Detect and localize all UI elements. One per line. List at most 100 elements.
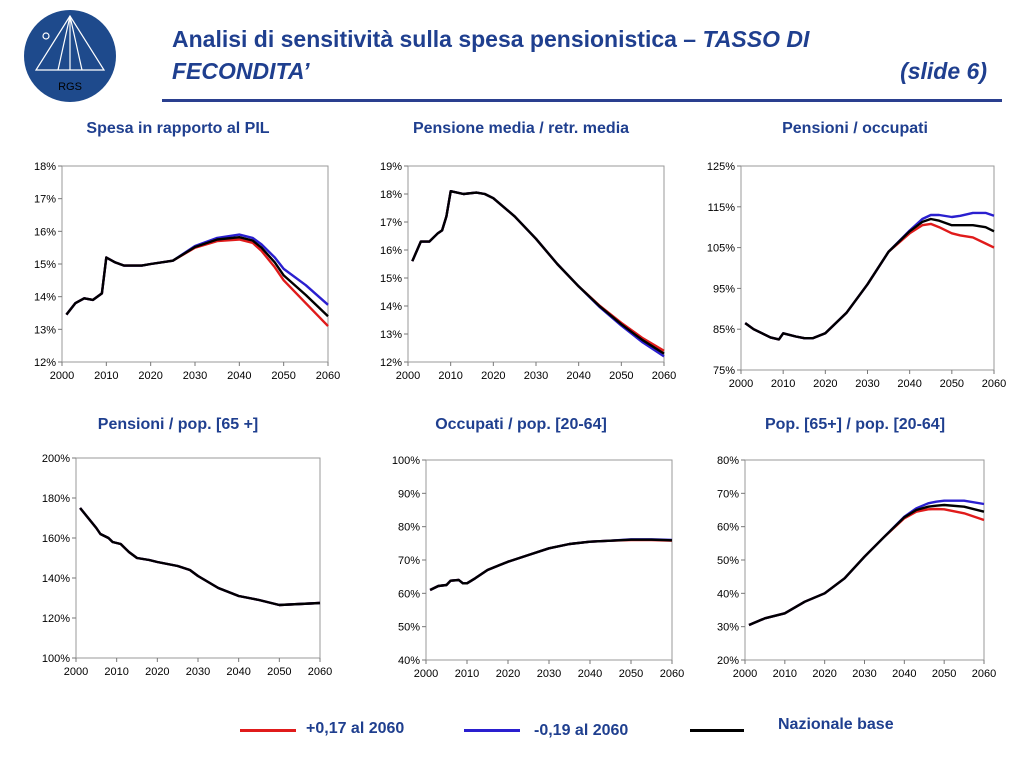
y-tick-label: 80% (398, 522, 420, 534)
chart-spesa-pil: Spesa in rapporto al PIL 12% 13% 14% 15% 16%… (18, 118, 340, 390)
series-line-base (748, 503, 985, 627)
x-tick-label: 2030 (855, 378, 879, 390)
plot-frame (425, 459, 673, 661)
legend-swatch-high (240, 729, 296, 732)
x-tick-label: 2050 (619, 668, 643, 680)
y-tick-label: 16% (380, 245, 402, 257)
x-tick-label: 2060 (652, 370, 676, 382)
series-line-base (79, 507, 321, 607)
y-tick-label: 90% (398, 488, 420, 500)
x-tick-label: 2010 (773, 668, 797, 680)
chart-pensione-media: Pensione media / retr. media 12% 13% 14% 15… (356, 118, 686, 390)
chart-plot: 20% 30% 40% 50% 60% 70% 80% 2000 2010 2020 2030 204… (717, 455, 996, 680)
y-tick-label: 100% (392, 455, 420, 467)
y-tick-label: 80% (717, 455, 739, 467)
y-tick-label: 13% (380, 329, 402, 341)
y-tick-label: 140% (42, 573, 70, 585)
series-line-low (411, 190, 665, 358)
series-line-base (429, 538, 673, 592)
y-tick-label: 18% (34, 161, 56, 173)
x-tick-label: 2050 (932, 668, 956, 680)
x-tick-label: 2000 (729, 378, 753, 390)
legend-label-base: Nazionale base (778, 716, 894, 733)
y-tick-label: 75% (713, 365, 735, 377)
x-tick-label: 2000 (733, 668, 757, 680)
x-tick-label: 2030 (537, 668, 561, 680)
chart-plot: 12% 13% 14% 15% 16% 17% 18% 19% 2000 2010 2020 2030… (380, 161, 676, 382)
chart-pensioni-occupati: Pensioni / occupati 75% 85% 95% 105% 115% 125… (700, 118, 1010, 390)
x-tick-label: 2030 (852, 668, 876, 680)
title-main: Analisi di sensitività sulla spesa pensi… (172, 26, 703, 52)
x-tick-label: 2020 (481, 370, 505, 382)
x-tick-label: 2010 (771, 378, 795, 390)
chart-plot: 12% 13% 14% 15% 16% 17% 18% 2000 2010 2020 2030 204… (34, 161, 340, 382)
y-tick-label: 95% (713, 283, 735, 295)
y-tick-label: 105% (707, 243, 735, 255)
x-tick-label: 2020 (145, 666, 169, 678)
x-tick-label: 2000 (414, 668, 438, 680)
x-tick-label: 2000 (396, 370, 420, 382)
x-tick-label: 2050 (940, 378, 964, 390)
x-tick-label: 2060 (660, 668, 684, 680)
x-tick-label: 2040 (892, 668, 916, 680)
y-tick-label: 15% (380, 273, 402, 285)
x-tick-label: 2020 (813, 378, 837, 390)
x-tick-label: 2010 (455, 668, 479, 680)
y-tick-label: 20% (717, 655, 739, 667)
title-second-line: FECONDITA’ (slide 6) (172, 56, 987, 86)
x-tick-label: 2040 (226, 666, 250, 678)
y-tick-label: 40% (717, 588, 739, 600)
x-tick-label: 2010 (438, 370, 462, 382)
chart-occupati-pop: Occupati / pop. [20-64] 40% 50% 60% 70% 80% 9… (356, 414, 686, 686)
x-tick-label: 2060 (316, 370, 340, 382)
x-tick-label: 2010 (94, 370, 118, 382)
series-line-base (411, 190, 665, 355)
svg-text:RGS: RGS (58, 81, 82, 93)
x-tick-label: 2060 (982, 378, 1006, 390)
plot-frame (744, 459, 985, 661)
x-tick-label: 2040 (227, 370, 251, 382)
y-tick-label: 12% (380, 357, 402, 369)
rgs-logo: RGS (24, 10, 116, 102)
x-tick-label: 2060 (972, 668, 996, 680)
y-tick-label: 15% (34, 259, 56, 271)
x-tick-label: 2040 (566, 370, 590, 382)
y-tick-label: 17% (34, 194, 56, 206)
y-tick-label: 120% (42, 613, 70, 625)
series-line-high (65, 238, 329, 327)
x-tick-label: 2020 (496, 668, 520, 680)
y-tick-label: 13% (34, 324, 56, 336)
y-tick-label: 115% (708, 202, 736, 214)
series-line-base (744, 217, 995, 341)
chart-plot: 40% 50% 60% 70% 80% 90% 100% 2000 2010 2020 2030 20… (392, 455, 684, 680)
plot-frame (407, 165, 665, 363)
title-divider (162, 99, 1002, 102)
y-tick-label: 40% (398, 655, 420, 667)
y-tick-label: 100% (42, 653, 70, 665)
y-tick-label: 12% (34, 357, 56, 369)
chart-title: Spesa in rapporto al PIL (86, 120, 270, 137)
x-tick-label: 2020 (812, 668, 836, 680)
series-line-high (748, 507, 985, 627)
x-tick-label: 2020 (138, 370, 162, 382)
series-line-base (65, 235, 329, 318)
x-tick-label: 2050 (609, 370, 633, 382)
chart-title: Pensioni / pop. [65 +] (97, 416, 259, 433)
chart-title: Pensione media / retr. media (412, 120, 630, 137)
x-tick-label: 2060 (308, 666, 332, 678)
chart-dipendenza-anziani: Pop. [65+] / pop. [20-64] 20% 30% 40% 50% 60… (700, 414, 1010, 686)
chart-plot: 75% 85% 95% 105% 115% 125% 2000 2010 2020 2030 204… (707, 161, 1006, 390)
series-line-low (79, 507, 321, 607)
y-tick-label: 70% (717, 488, 739, 500)
title-italic: TASSO DI (702, 26, 810, 52)
y-tick-label: 17% (380, 217, 402, 229)
series-line-low (748, 499, 985, 627)
plot-frame (75, 457, 321, 659)
plot-frame (61, 165, 329, 363)
y-tick-label: 50% (398, 622, 420, 634)
y-tick-label: 18% (380, 189, 402, 201)
y-tick-label: 60% (717, 522, 739, 534)
chart-title: Pensioni / occupati (782, 120, 928, 137)
x-tick-label: 2030 (183, 370, 207, 382)
x-tick-label: 2000 (50, 370, 74, 382)
